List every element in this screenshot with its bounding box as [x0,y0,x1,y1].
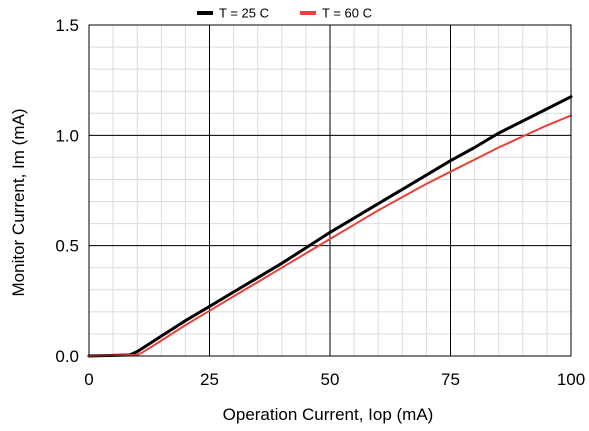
x-tick-label: 25 [200,370,219,389]
x-tick-label: 100 [557,370,585,389]
series-line-1 [87,95,573,358]
x-tick-label: 75 [441,370,460,389]
y-axis-label: Monitor Current, Im (mA) [9,109,28,297]
y-tick-label: 0.5 [55,237,79,256]
y-tick-label: 0.0 [55,347,79,366]
y-tick-label: 1.5 [55,16,79,35]
x-tick-label: 50 [321,370,340,389]
legend: T = 25 C T = 60 C [197,6,372,21]
plot-frame [88,24,572,357]
x-tick-labels: 0 25 50 75 100 [84,370,585,389]
legend-label-1: T = 25 C [219,6,269,21]
x-axis-label: Operation Current, Iop (mA) [223,405,434,424]
y-tick-label: 1.0 [55,126,79,145]
x-tick-label: 0 [84,370,93,389]
y-tick-labels: 0.0 0.5 1.0 1.5 [55,16,79,366]
series-layer [87,95,573,358]
legend-label-2: T = 60 C [322,6,372,21]
series-line-2 [88,114,572,357]
major-grid [89,25,571,356]
